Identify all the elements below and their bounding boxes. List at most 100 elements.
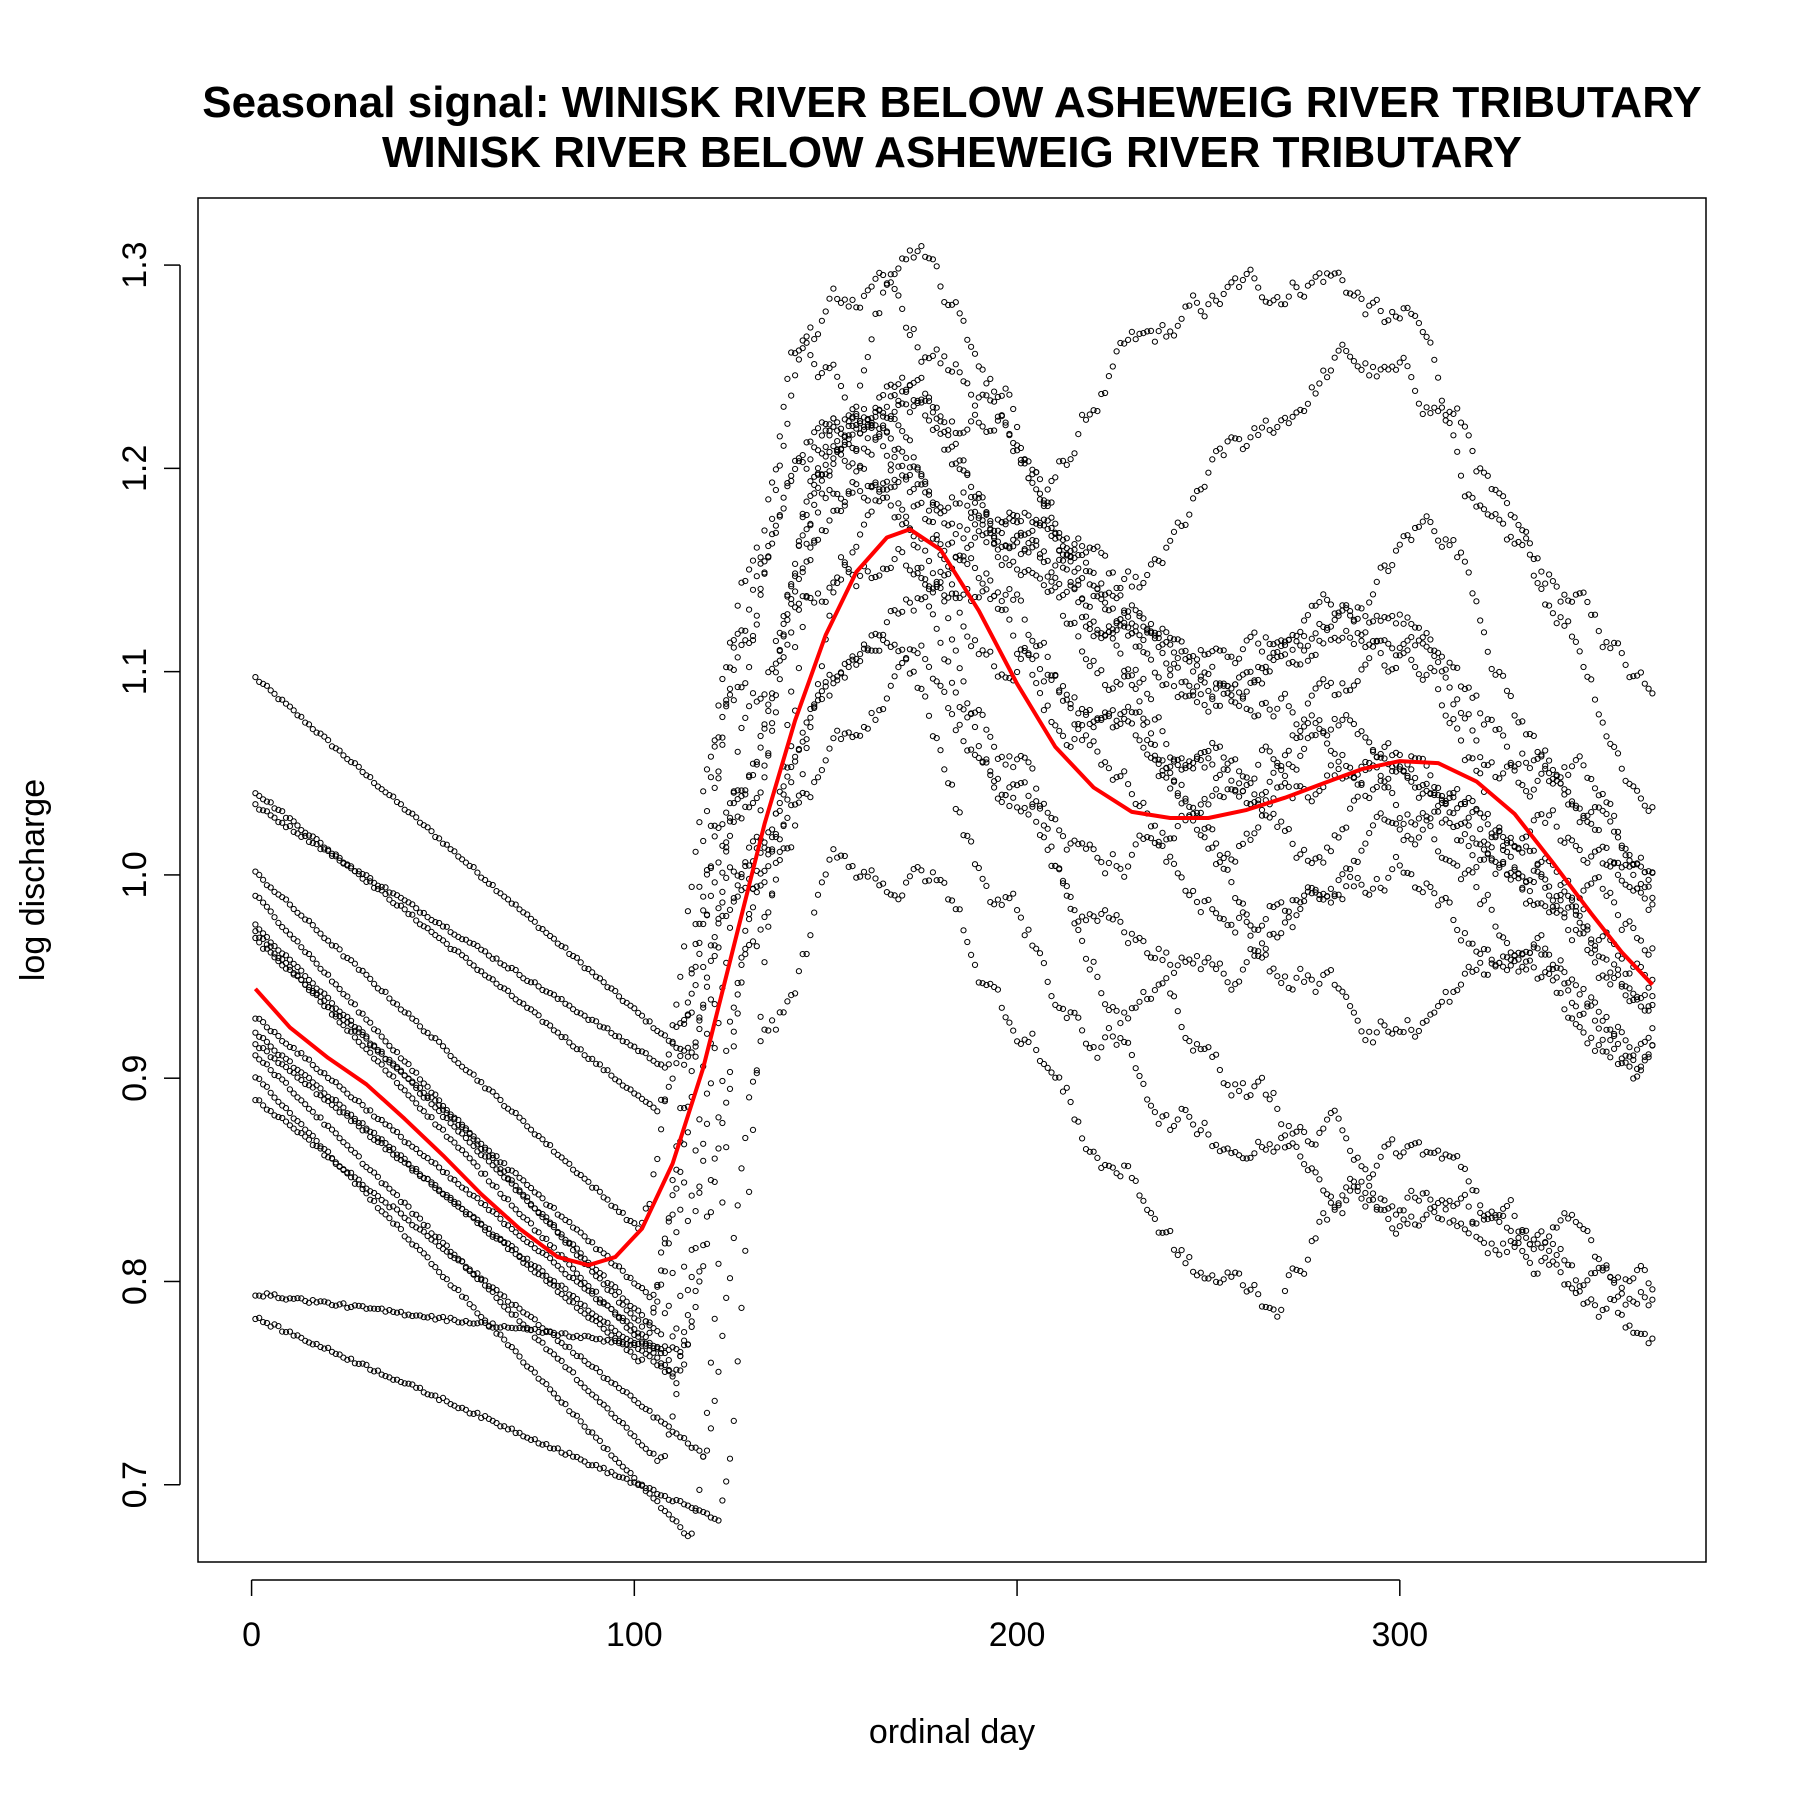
data-point [1278,979,1285,987]
data-point [348,1169,355,1176]
data-point [723,1294,730,1302]
data-point [834,427,841,434]
data-point [1637,863,1645,870]
data-point [1500,963,1507,970]
data-point [508,992,515,1000]
data-point [1576,1024,1583,1031]
data-point [1568,897,1576,904]
data-point [1109,1164,1116,1171]
data-point [1599,1036,1606,1043]
data-point [608,1379,615,1386]
data-point [378,988,385,995]
data-point [1412,1194,1419,1201]
data-point [1519,750,1526,757]
data-point [952,553,959,560]
data-point [1044,502,1051,510]
data-point [1500,493,1507,500]
data-point [527,1184,535,1192]
data-point [1033,680,1040,687]
data-point [1435,1003,1442,1010]
data-point [371,1189,378,1197]
data-point [348,1174,355,1181]
data-point [371,980,378,988]
data-point [1580,812,1587,819]
data-point [397,1152,404,1159]
data-point [1017,655,1025,663]
data-point [256,939,263,946]
data-point [646,1018,653,1025]
data-point [769,531,776,538]
data-point [1017,597,1025,604]
data-point [1419,518,1426,525]
data-point [309,1142,316,1149]
data-point [459,1130,466,1137]
data-point [968,951,975,959]
data-point [1568,598,1576,605]
data-point [1465,432,1472,439]
data-point [1588,1034,1595,1042]
data-point [305,721,313,728]
data-point [860,367,868,374]
data-point [1576,753,1583,760]
data-point [470,1304,477,1311]
data-point [1232,858,1239,865]
data-point [313,960,320,967]
data-point [1584,1040,1591,1047]
data-point [593,1394,600,1401]
data-point [1607,818,1614,825]
data-point [903,386,910,393]
data-point [899,428,906,435]
data-point [631,1220,638,1227]
data-point [1274,934,1281,941]
data-point [1649,1025,1656,1032]
data-point [1079,1027,1086,1034]
data-point [1094,1054,1101,1061]
data-point [1369,643,1377,650]
data-point [570,1241,577,1248]
data-point [428,1181,435,1188]
data-point [730,788,737,795]
data-point [1603,639,1610,646]
data-point [363,1033,370,1040]
data-point [994,538,1002,545]
data-point [420,1250,427,1257]
data-point [1438,397,1446,404]
data-point [386,1185,393,1192]
data-point [795,542,803,549]
data-point [493,1294,500,1302]
data-point [757,695,764,702]
data-point [1010,632,1017,639]
data-point [1339,1192,1346,1199]
data-point [811,429,818,436]
data-point [470,864,477,871]
data-point [1347,866,1354,873]
data-point [853,732,860,739]
data-point [1622,852,1629,859]
data-point [260,1081,267,1088]
data-point [1366,302,1373,309]
data-point [1040,960,1048,967]
data-point [1339,751,1346,759]
data-point [638,1048,646,1055]
data-point [1167,672,1174,679]
data-point [826,365,833,372]
data-point [1002,894,1009,901]
data-point [780,613,787,620]
data-point [746,566,753,573]
data-point [371,1113,378,1120]
data-point [416,909,424,916]
data-point [1637,795,1645,802]
data-point [409,911,416,918]
data-point [1159,767,1166,774]
data-point [1469,447,1476,455]
data-point [1438,1197,1446,1204]
data-point [807,324,814,331]
data-point [1588,809,1595,816]
data-point [880,706,887,713]
data-point [1132,336,1139,343]
data-point [933,404,940,411]
data-point [952,531,959,538]
data-point [1098,716,1105,724]
data-point [1301,1161,1308,1168]
data-point [424,1113,431,1120]
